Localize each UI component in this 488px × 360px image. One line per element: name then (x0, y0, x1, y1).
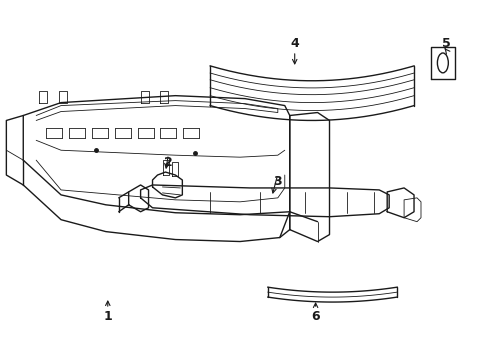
Text: 3: 3 (273, 175, 282, 189)
Text: 6: 6 (311, 310, 319, 323)
Text: 5: 5 (442, 37, 450, 50)
Text: 1: 1 (103, 310, 112, 323)
Text: 4: 4 (290, 37, 299, 50)
Text: 2: 2 (164, 156, 172, 168)
